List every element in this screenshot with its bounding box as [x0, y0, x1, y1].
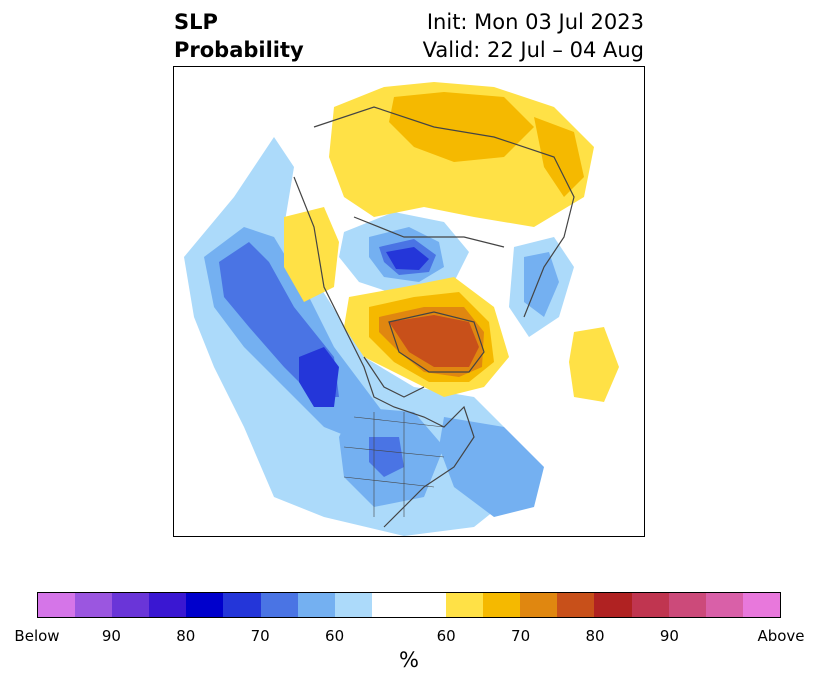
colorbar-tick-label: Above [757, 627, 805, 645]
colorbar-tick-label: 60 [436, 627, 456, 645]
colorbar-segment [75, 593, 113, 617]
coastlines [293, 106, 575, 528]
colorbar-segment [668, 593, 706, 617]
coast-siberia [353, 216, 505, 248]
coast-north-america [293, 176, 475, 528]
colorbar-tick-label: 60 [325, 627, 345, 645]
colorbar-segment [483, 593, 521, 617]
colorbar-segment [557, 593, 595, 617]
colorbar-tick-label: 90 [659, 627, 679, 645]
colorbar-segment [260, 593, 298, 617]
colorbar-tick-label: 90 [101, 627, 121, 645]
colorbar-segment [186, 593, 224, 617]
coast-greenland [388, 311, 485, 373]
border-3 [343, 476, 435, 488]
colorbar-segment [371, 593, 447, 617]
colorbar-segment [223, 593, 261, 617]
colorbar-segment [38, 593, 76, 617]
below-normal-kara-sea-core [386, 247, 429, 270]
above-normal-europe [569, 327, 619, 402]
colorbar-segment [112, 593, 150, 617]
coast-eurasia [313, 106, 575, 318]
title-type: Probability [174, 38, 304, 62]
state-borders [343, 412, 445, 517]
colorbar-tick-label: 70 [250, 627, 270, 645]
above-normal-greenland-core [389, 315, 479, 367]
init-date: Init: Mon 03 Jul 2023 [426, 10, 644, 34]
map-panel [173, 66, 645, 537]
colorbar-tick-label: Below [14, 627, 60, 645]
below-normal-north-atlantic [439, 417, 544, 517]
colorbar-segment [446, 593, 484, 617]
title-right: Init: Mon 03 Jul 2023 Valid: 22 Jul – 04… [423, 8, 644, 64]
colorbar-unit: % [399, 648, 419, 672]
colorbar-segment [742, 593, 780, 617]
valid-range: Valid: 22 Jul – 04 Aug [422, 38, 644, 62]
title-variable: SLP [174, 10, 218, 34]
below-normal-central-us-core [369, 437, 404, 477]
below-normal-gulf-of-alaska-core [299, 347, 339, 407]
coast-hudson-bay [363, 356, 425, 398]
map-svg [174, 77, 644, 536]
colorbar-tick-label: 80 [585, 627, 605, 645]
border-1 [353, 416, 445, 428]
below-normal-scandinavia-mid [524, 252, 559, 317]
colorbar-segment [149, 593, 187, 617]
above-normal-arctic-eurasia-core [389, 92, 534, 162]
colorbar-segment [594, 593, 632, 617]
colorbar-segment [297, 593, 335, 617]
above-normal-bering [284, 207, 339, 302]
colorbar-tick-label: 70 [511, 627, 531, 645]
colorbar [37, 592, 781, 618]
colorbar-segment [631, 593, 669, 617]
colorbar-tick-label: 80 [176, 627, 196, 645]
border-2 [343, 446, 445, 458]
colorbar-segment [520, 593, 558, 617]
colorbar-segment [334, 593, 372, 617]
colorbar-segment [705, 593, 743, 617]
above-normal-east-siberia [534, 117, 584, 197]
title-left: SLP Probability [174, 8, 304, 64]
